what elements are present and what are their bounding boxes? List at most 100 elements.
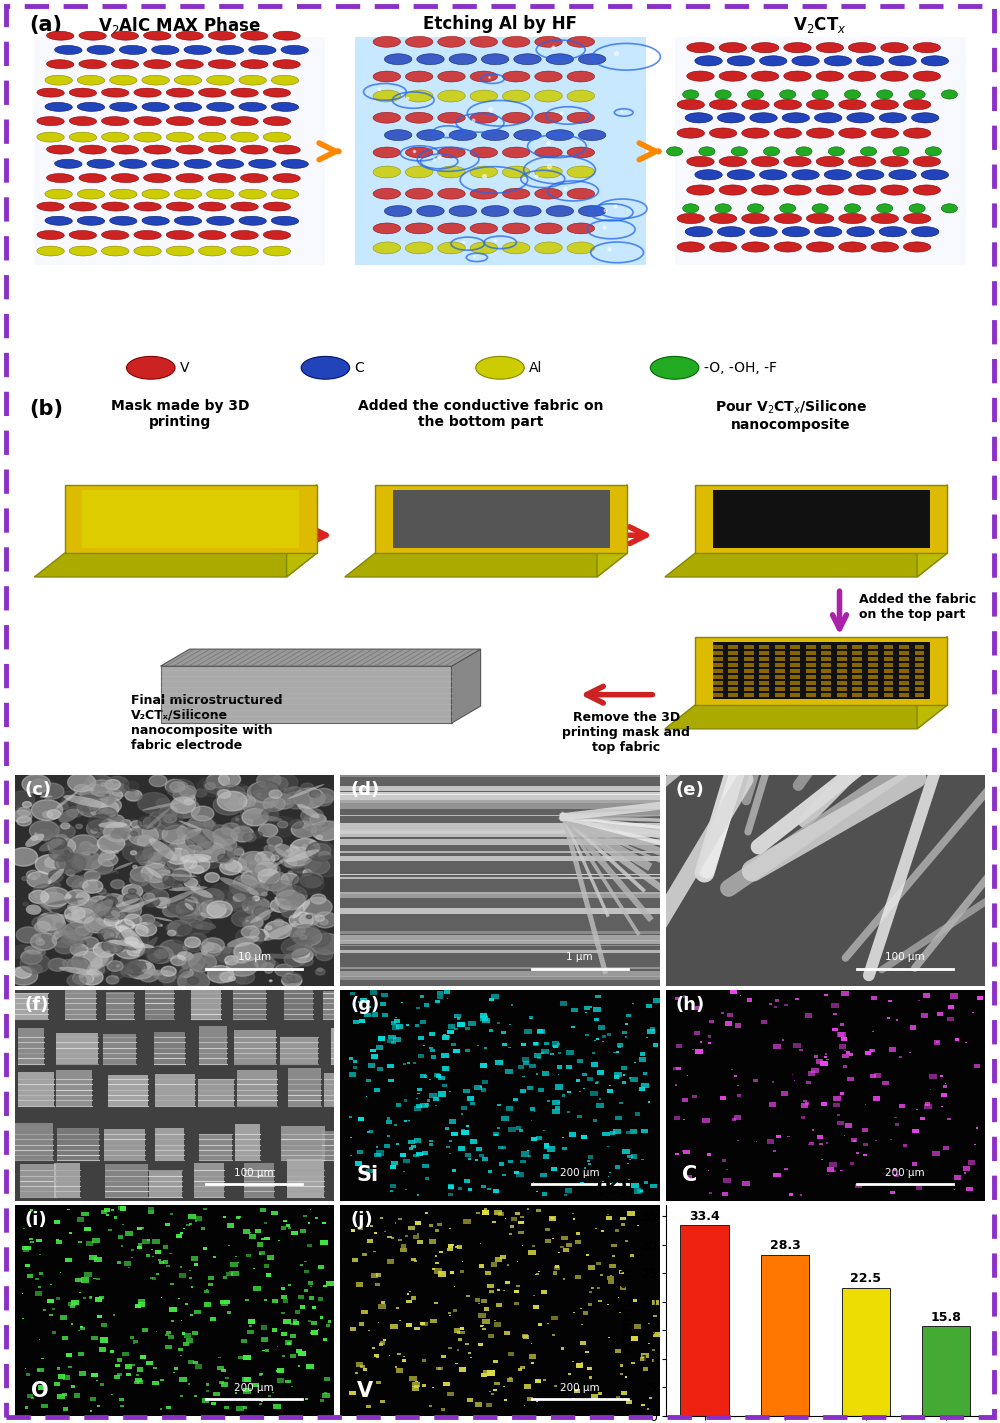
Circle shape bbox=[121, 966, 132, 975]
Bar bbox=[281, 1286, 285, 1289]
Bar bbox=[411, 1258, 416, 1261]
Circle shape bbox=[167, 854, 194, 871]
Bar bbox=[534, 1053, 541, 1059]
Bar bbox=[408, 1225, 415, 1229]
Circle shape bbox=[253, 865, 268, 875]
Bar bbox=[273, 1405, 281, 1409]
Ellipse shape bbox=[119, 159, 147, 168]
Ellipse shape bbox=[47, 145, 74, 154]
Bar bbox=[259, 1403, 262, 1405]
Ellipse shape bbox=[69, 231, 97, 239]
Bar bbox=[461, 1130, 465, 1131]
Bar bbox=[403, 1158, 410, 1163]
Bar bbox=[223, 1217, 226, 1218]
Bar bbox=[502, 1043, 507, 1046]
Bar bbox=[837, 1032, 844, 1037]
Ellipse shape bbox=[677, 128, 704, 138]
Circle shape bbox=[168, 931, 176, 936]
Bar bbox=[647, 1407, 649, 1410]
Bar bbox=[806, 693, 816, 697]
Ellipse shape bbox=[784, 43, 811, 53]
Bar bbox=[552, 1109, 560, 1114]
Circle shape bbox=[58, 842, 63, 845]
Bar bbox=[475, 1403, 482, 1407]
Circle shape bbox=[323, 797, 326, 798]
Bar bbox=[395, 1366, 397, 1368]
Circle shape bbox=[109, 936, 123, 946]
Ellipse shape bbox=[502, 147, 530, 158]
Bar bbox=[154, 1032, 185, 1063]
Bar bbox=[508, 1127, 516, 1131]
Ellipse shape bbox=[47, 898, 84, 905]
Bar bbox=[580, 1340, 586, 1346]
Ellipse shape bbox=[911, 226, 939, 236]
Circle shape bbox=[44, 858, 71, 875]
Ellipse shape bbox=[98, 821, 127, 828]
Circle shape bbox=[87, 845, 109, 859]
Bar bbox=[451, 1043, 456, 1046]
Bar bbox=[476, 1212, 480, 1214]
Ellipse shape bbox=[199, 132, 226, 142]
Bar bbox=[340, 908, 660, 911]
Ellipse shape bbox=[102, 246, 129, 256]
Ellipse shape bbox=[199, 202, 226, 211]
Bar bbox=[409, 1147, 413, 1150]
Circle shape bbox=[172, 884, 183, 891]
Circle shape bbox=[111, 926, 121, 933]
Bar bbox=[744, 682, 754, 684]
Bar bbox=[574, 1389, 580, 1393]
Bar bbox=[653, 1315, 657, 1318]
Bar bbox=[837, 687, 847, 692]
Circle shape bbox=[230, 797, 234, 798]
Bar bbox=[584, 1006, 590, 1009]
Ellipse shape bbox=[45, 102, 72, 111]
Circle shape bbox=[149, 852, 165, 864]
Bar bbox=[326, 1281, 334, 1286]
Circle shape bbox=[116, 902, 142, 919]
Bar bbox=[293, 1319, 297, 1322]
Circle shape bbox=[99, 892, 113, 902]
Bar bbox=[833, 1013, 837, 1016]
Bar bbox=[159, 1261, 164, 1264]
Bar bbox=[283, 1220, 287, 1222]
Bar bbox=[561, 1348, 564, 1349]
Bar bbox=[283, 1319, 291, 1323]
Bar bbox=[588, 1265, 595, 1271]
Bar bbox=[530, 1107, 535, 1110]
Circle shape bbox=[141, 864, 170, 882]
Bar bbox=[49, 1313, 53, 1316]
Ellipse shape bbox=[152, 159, 179, 168]
Bar bbox=[115, 1365, 120, 1368]
Bar bbox=[420, 1103, 428, 1109]
Bar bbox=[340, 791, 660, 794]
Circle shape bbox=[115, 976, 118, 978]
Circle shape bbox=[104, 932, 120, 942]
Bar bbox=[806, 663, 816, 667]
Circle shape bbox=[307, 951, 309, 952]
Bar bbox=[300, 1229, 306, 1232]
Ellipse shape bbox=[687, 185, 714, 195]
Bar bbox=[420, 1020, 426, 1025]
Bar bbox=[124, 1261, 131, 1266]
Circle shape bbox=[143, 817, 161, 828]
Circle shape bbox=[219, 773, 241, 787]
Bar bbox=[480, 1063, 487, 1069]
Bar bbox=[708, 1036, 711, 1037]
Circle shape bbox=[135, 851, 153, 862]
Ellipse shape bbox=[87, 951, 111, 975]
Ellipse shape bbox=[742, 213, 769, 223]
Bar bbox=[328, 1321, 331, 1322]
Bar bbox=[513, 1097, 518, 1101]
Circle shape bbox=[88, 804, 93, 807]
Bar bbox=[220, 1301, 226, 1305]
Bar bbox=[425, 1177, 429, 1180]
Ellipse shape bbox=[578, 205, 606, 216]
Bar bbox=[421, 1322, 428, 1326]
Ellipse shape bbox=[144, 31, 171, 40]
Ellipse shape bbox=[514, 129, 541, 141]
Text: V$_2$AlC MAX Phase: V$_2$AlC MAX Phase bbox=[98, 14, 261, 36]
Ellipse shape bbox=[263, 202, 291, 211]
Bar bbox=[320, 1239, 328, 1245]
Text: 200 μm: 200 μm bbox=[560, 1383, 600, 1393]
Circle shape bbox=[82, 899, 101, 914]
